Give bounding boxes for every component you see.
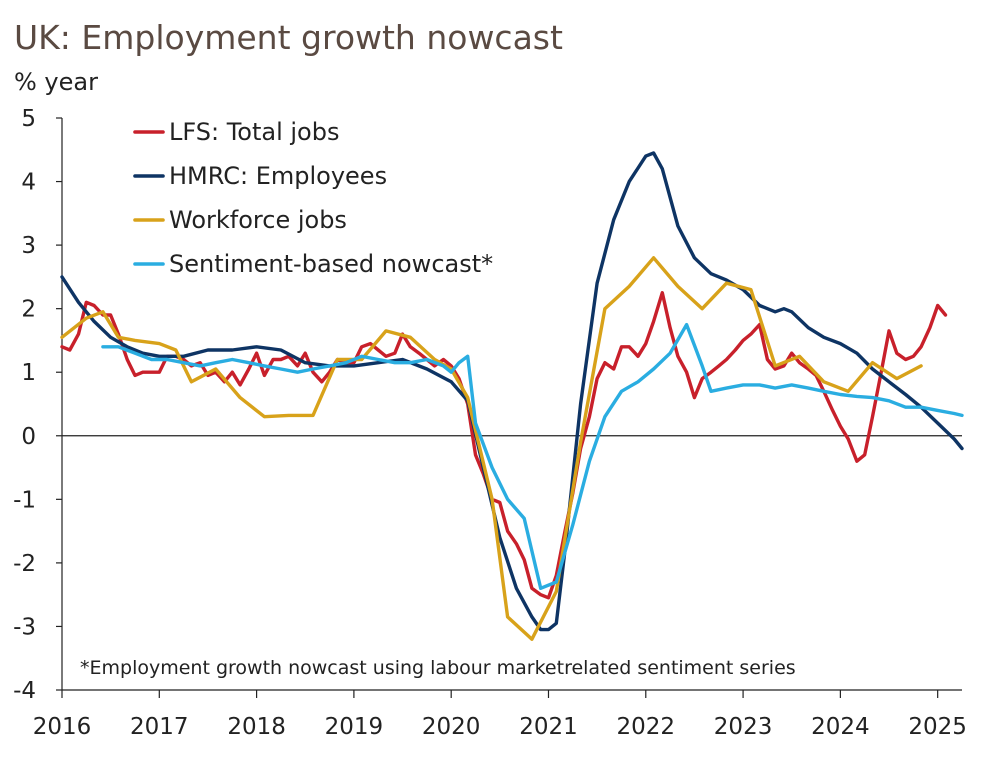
- y-axis-unit-label: % year: [14, 68, 98, 96]
- y-tick-label: 5: [21, 106, 36, 132]
- x-tick-label: 2024: [811, 714, 870, 740]
- x-tick-label: 2021: [519, 714, 578, 740]
- y-tick-label: -2: [13, 551, 36, 577]
- chart-footnote: *Employment growth nowcast using labour …: [80, 657, 796, 679]
- y-tick-label: 2: [21, 297, 36, 323]
- y-tick-label: -4: [13, 678, 36, 704]
- x-tick-label: 2022: [617, 714, 676, 740]
- y-tick-label: -3: [13, 614, 36, 640]
- legend: LFS: Total jobs HMRC: Employees Workforce …: [133, 118, 493, 278]
- x-tick-label: 2025: [908, 714, 967, 740]
- series-line-lfs-total-jobs: [60, 291, 948, 600]
- axis-layer: 5 4 3 2 1 0 -1 -2 -3 -4 2016 2017 2018 2019 2020 2021 20…: [13, 106, 967, 740]
- series-line-sentiment-based-nowcast: [101, 322, 964, 590]
- legend-label: Sentiment-based nowcast*: [169, 250, 493, 278]
- series-line-workforce-jobs: [60, 256, 923, 641]
- legend-label: Workforce jobs: [169, 206, 347, 234]
- legend-label: LFS: Total jobs: [169, 118, 339, 146]
- y-tick-label: 1: [21, 360, 36, 386]
- x-tick-label: 2023: [714, 714, 773, 740]
- series-layer: [60, 151, 964, 641]
- chart-title: UK: Employment growth nowcast: [14, 18, 563, 57]
- x-tick-label: 2019: [325, 714, 384, 740]
- y-tick-label: 4: [21, 170, 36, 196]
- y-tick-label: -1: [13, 487, 36, 513]
- x-tick-label: 2017: [130, 714, 189, 740]
- legend-label: HMRC: Employees: [169, 162, 387, 190]
- x-tick-label: 2018: [227, 714, 286, 740]
- y-tick-label: 0: [21, 424, 36, 450]
- y-tick-label: 3: [21, 233, 36, 259]
- x-tick-label: 2020: [422, 714, 481, 740]
- x-tick-label: 2016: [33, 714, 92, 740]
